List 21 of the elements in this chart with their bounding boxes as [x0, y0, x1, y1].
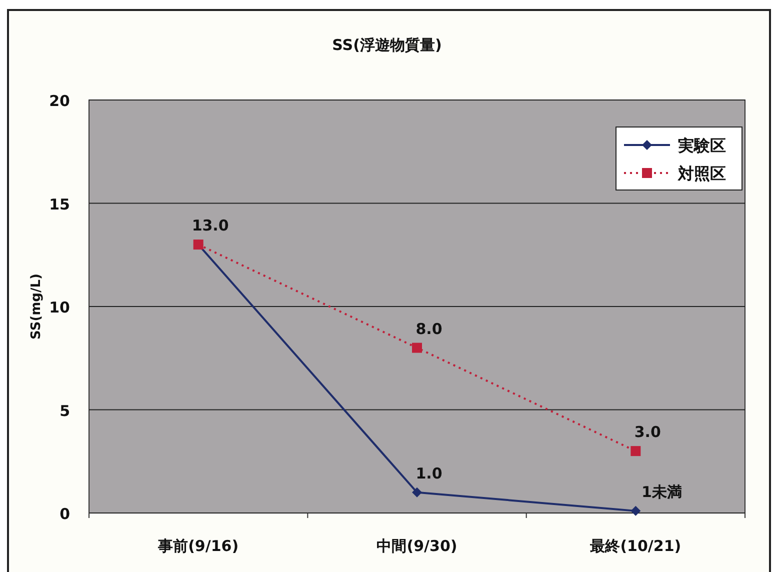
y-tick-label: 15 — [49, 195, 70, 214]
y-tick-label: 0 — [60, 505, 70, 523]
legend-label: 対照区 — [677, 164, 726, 183]
point — [630, 446, 641, 456]
x-tick-label: 事前(9/16) — [157, 537, 239, 555]
data-label: 8.0 — [416, 320, 442, 338]
y-axis-title: SS(mg/L) — [29, 274, 44, 340]
y-tick-label: 20 — [49, 92, 70, 110]
annotation: 1未満 — [641, 482, 682, 501]
point — [412, 487, 422, 498]
legend-label: 実験区 — [677, 136, 726, 155]
x-tick-label: 中間(9/30) — [376, 537, 458, 555]
x-tick-label: 最終(10/21) — [589, 537, 682, 555]
data-label: 1.0 — [416, 464, 442, 482]
point — [630, 506, 641, 516]
y-tick-label: 5 — [60, 402, 70, 420]
chart-title: SS(浮遊物質量) — [332, 36, 442, 54]
y-tick-label: 10 — [49, 298, 70, 316]
data-label: 13.0 — [192, 216, 229, 235]
data-label: 3.0 — [634, 423, 661, 442]
point — [412, 342, 422, 353]
